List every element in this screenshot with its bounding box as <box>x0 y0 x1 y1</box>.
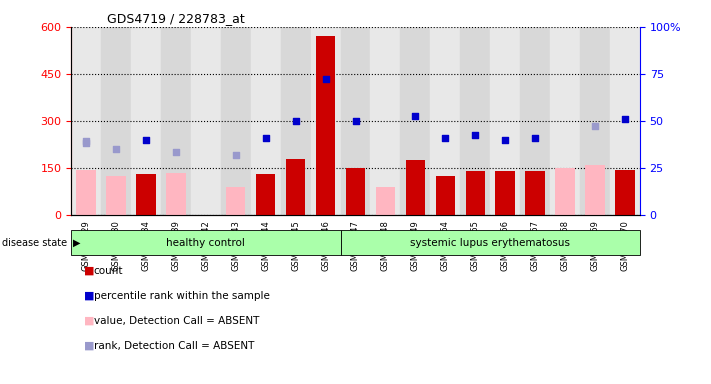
Bar <box>71 230 341 255</box>
Point <box>290 118 301 124</box>
Bar <box>585 165 605 215</box>
Bar <box>281 27 311 215</box>
Bar <box>496 171 515 215</box>
Bar <box>137 174 156 215</box>
Text: percentile rank within the sample: percentile rank within the sample <box>94 291 269 301</box>
Bar <box>525 171 545 215</box>
Bar <box>286 159 305 215</box>
Bar <box>101 27 131 215</box>
Point <box>619 116 631 122</box>
Bar <box>106 176 126 215</box>
Bar <box>460 27 490 215</box>
Bar <box>466 171 485 215</box>
Bar <box>580 27 610 215</box>
Text: disease state: disease state <box>2 238 68 248</box>
Point <box>530 135 541 141</box>
Point <box>320 76 331 82</box>
Bar <box>520 27 550 215</box>
Bar <box>370 27 400 215</box>
Text: ■: ■ <box>84 266 95 276</box>
Point <box>230 152 242 159</box>
Point <box>410 113 421 119</box>
Point <box>80 138 92 144</box>
Text: ■: ■ <box>84 316 95 326</box>
Bar <box>76 170 96 215</box>
Point <box>80 140 92 146</box>
Point <box>350 118 361 124</box>
Bar <box>316 36 336 215</box>
Bar <box>341 230 640 255</box>
Bar <box>341 27 370 215</box>
Bar <box>406 160 425 215</box>
Bar <box>161 27 191 215</box>
Point <box>140 137 151 143</box>
Text: GDS4719 / 228783_at: GDS4719 / 228783_at <box>107 12 245 25</box>
Point <box>500 137 511 143</box>
Bar <box>226 187 245 215</box>
Bar <box>166 173 186 215</box>
Point <box>260 135 272 141</box>
Bar <box>131 27 161 215</box>
Bar <box>400 27 430 215</box>
Text: ■: ■ <box>84 291 95 301</box>
Point <box>170 149 181 156</box>
Text: count: count <box>94 266 123 276</box>
Bar <box>615 170 635 215</box>
Bar <box>550 27 580 215</box>
Text: value, Detection Call = ABSENT: value, Detection Call = ABSENT <box>94 316 260 326</box>
Point <box>110 146 122 152</box>
Bar <box>610 27 640 215</box>
Text: healthy control: healthy control <box>166 238 245 248</box>
Text: ■: ■ <box>84 341 95 351</box>
Bar <box>375 187 395 215</box>
Bar <box>311 27 341 215</box>
Point <box>469 132 481 138</box>
Bar <box>490 27 520 215</box>
Bar <box>346 168 365 215</box>
Bar <box>191 27 221 215</box>
Text: ▶: ▶ <box>73 238 80 248</box>
Point <box>439 135 451 141</box>
Text: rank, Detection Call = ABSENT: rank, Detection Call = ABSENT <box>94 341 255 351</box>
Bar <box>555 168 574 215</box>
Bar <box>430 27 460 215</box>
Bar <box>71 27 101 215</box>
Bar <box>221 27 251 215</box>
Bar <box>251 27 281 215</box>
Bar <box>256 174 275 215</box>
Text: systemic lupus erythematosus: systemic lupus erythematosus <box>410 238 570 248</box>
Bar <box>436 176 455 215</box>
Point <box>589 122 601 129</box>
